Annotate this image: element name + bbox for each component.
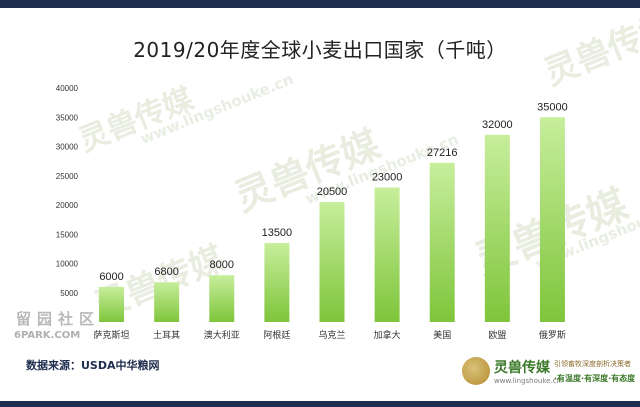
x-category-label: 萨克斯坦 bbox=[94, 329, 130, 341]
y-axis: 5000 10000 15000 20000 25000 30000 35000 40000 bbox=[56, 84, 79, 298]
bar-data-label: 8000 bbox=[210, 259, 234, 271]
x-axis: 萨克斯坦 土耳其 澳大利亚 阿根廷 乌克兰 加拿大 美国 欧盟 俄罗斯 bbox=[94, 329, 566, 341]
chart-title: 2019/20年度全球小麦出口国家（千吨） bbox=[133, 38, 507, 62]
y-tick-label: 10000 bbox=[56, 260, 79, 269]
y-tick-label: 25000 bbox=[56, 172, 79, 181]
bottom-frame-bar bbox=[0, 401, 640, 407]
brand-block: 灵兽传媒 www.lingshouke.cn 引领畜牧深度剖析决策者 ·有温度·… bbox=[462, 355, 637, 401]
y-tick-label: 20000 bbox=[56, 201, 79, 210]
brand-name: 灵兽传媒 bbox=[494, 360, 550, 376]
bar-data-label: 27216 bbox=[427, 147, 458, 159]
bar bbox=[99, 286, 125, 322]
brand-slogan: 引领畜牧深度剖析决策者 bbox=[554, 360, 631, 368]
x-category-label: 美国 bbox=[433, 329, 451, 341]
bar bbox=[484, 134, 510, 322]
deer-logo-icon bbox=[462, 357, 490, 385]
y-tick-label: 35000 bbox=[56, 113, 79, 122]
x-category-label: 加拿大 bbox=[374, 329, 401, 341]
bar bbox=[539, 117, 565, 322]
y-tick-label: 15000 bbox=[56, 230, 79, 239]
bar bbox=[209, 275, 235, 322]
bar-series: 6000 6800 8000 13500 20500 23000 27216 32000 350… bbox=[99, 101, 568, 322]
bar-data-label: 32000 bbox=[482, 119, 513, 131]
bar bbox=[429, 162, 455, 322]
bar-data-label: 20500 bbox=[317, 186, 348, 198]
x-category-label: 土耳其 bbox=[153, 329, 180, 341]
bar-data-label: 13500 bbox=[262, 227, 293, 239]
x-category-label: 俄罗斯 bbox=[539, 329, 566, 341]
bar-data-label: 35000 bbox=[537, 101, 568, 113]
bar bbox=[264, 243, 290, 322]
bar bbox=[319, 202, 345, 322]
x-category-label: 乌克兰 bbox=[318, 329, 345, 341]
bar-data-label: 23000 bbox=[372, 171, 403, 183]
brand-tagline: ·有温度·有深度·有态度 bbox=[554, 374, 636, 383]
y-tick-label: 5000 bbox=[60, 289, 78, 298]
brand-url: www.lingshouke.cn bbox=[494, 377, 561, 385]
bar-data-label: 6800 bbox=[154, 266, 178, 278]
top-frame-bar bbox=[0, 0, 640, 8]
y-tick-label: 30000 bbox=[56, 143, 79, 152]
x-category-label: 欧盟 bbox=[488, 329, 506, 341]
bar-data-label: 6000 bbox=[99, 271, 123, 283]
site-watermark: 留园社区 bbox=[16, 310, 101, 328]
x-category-label: 澳大利亚 bbox=[204, 329, 240, 341]
bar bbox=[154, 282, 180, 322]
y-tick-label: 40000 bbox=[56, 84, 79, 93]
bar bbox=[374, 187, 400, 322]
data-source: 数据来源：USDA中华粮网 bbox=[26, 359, 160, 372]
site-watermark-url: 6PARK.COM bbox=[14, 330, 81, 341]
x-category-label: 阿根廷 bbox=[263, 329, 290, 341]
